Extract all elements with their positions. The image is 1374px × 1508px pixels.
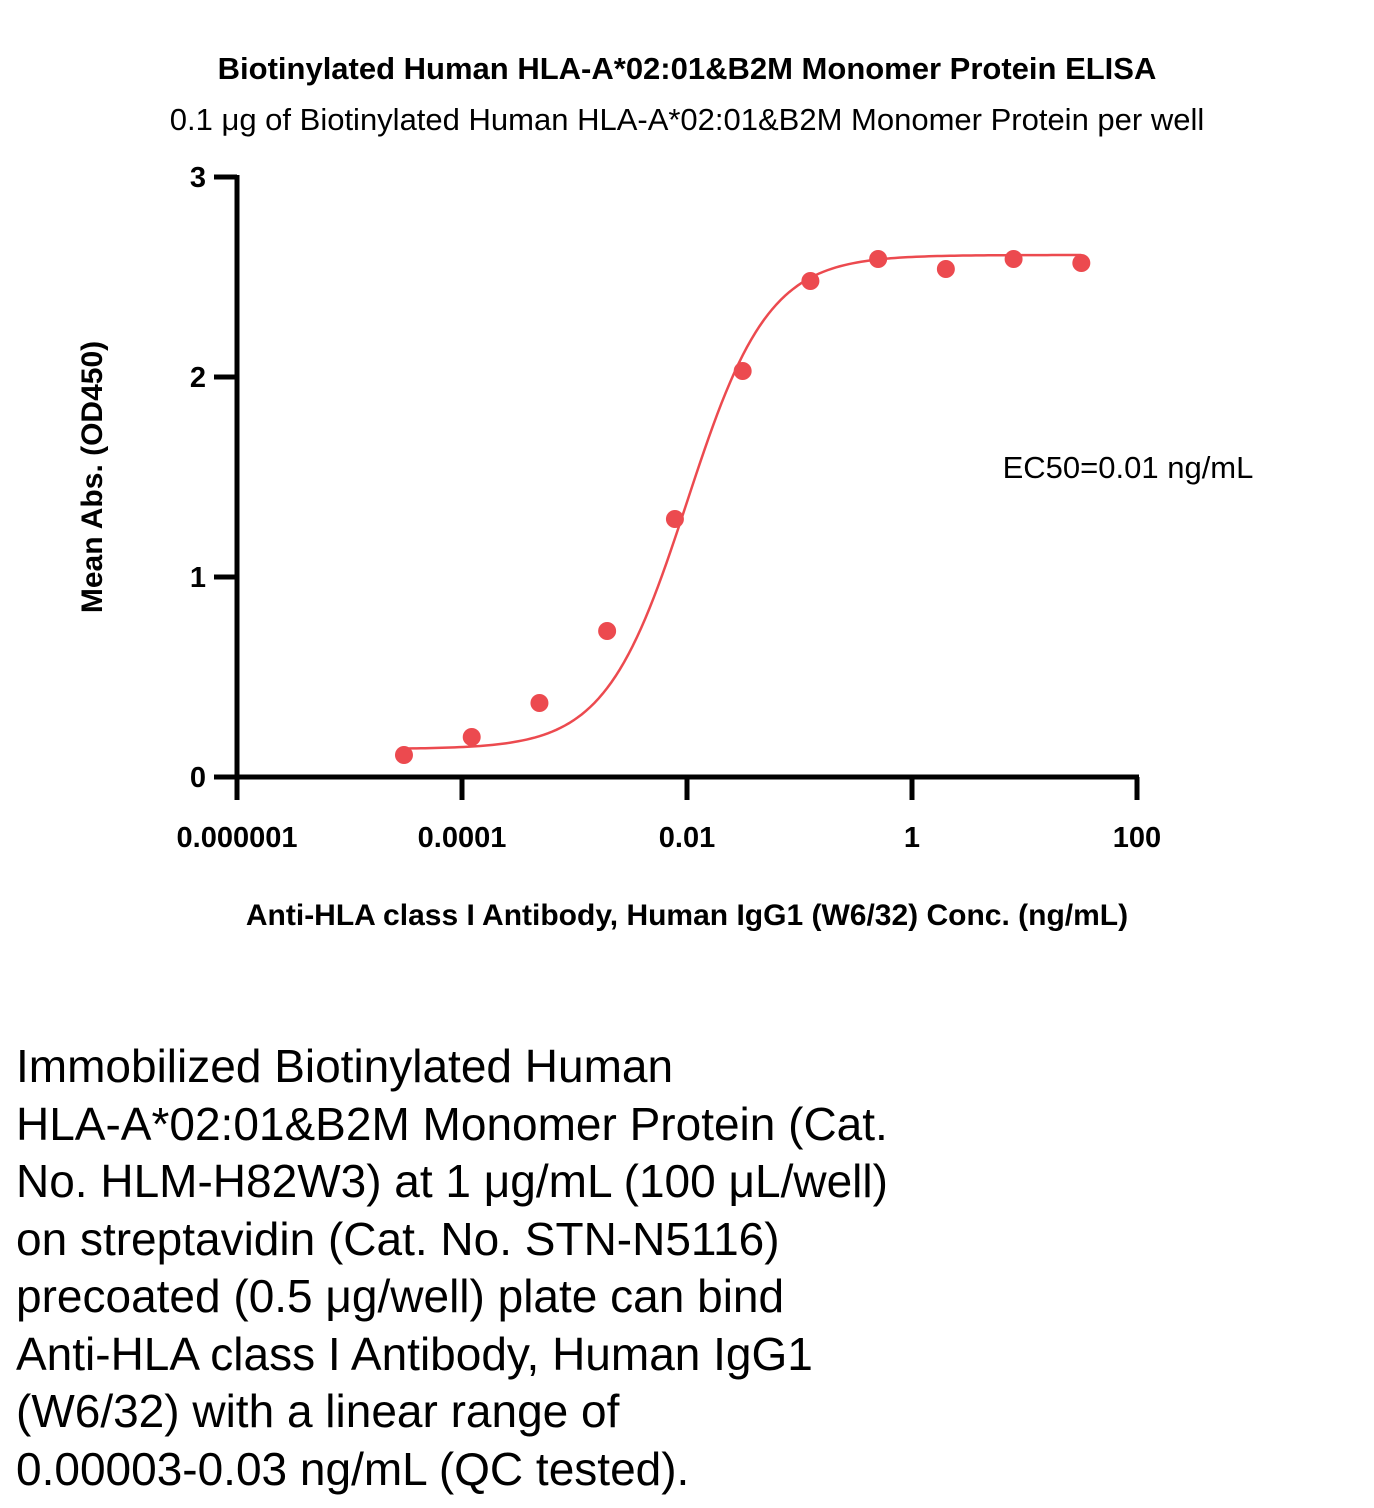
data-point	[936, 260, 955, 278]
data-point	[733, 362, 752, 380]
y-tick-label: 3	[190, 162, 206, 194]
data-point	[598, 622, 617, 640]
data-point	[394, 746, 413, 764]
x-axis: 0.000001 0.0001 0.01 1 100	[177, 774, 1161, 854]
y-axis-label: Mean Abs. (OD450)	[76, 341, 109, 613]
data-point	[869, 250, 888, 268]
fit-curve	[403, 253, 1082, 750]
data-point	[1072, 254, 1091, 272]
y-tick-label: 1	[190, 562, 206, 594]
x-tick-label: 0.01	[659, 822, 715, 854]
x-tick-label: 100	[1113, 822, 1161, 854]
x-axis-label: Anti-HLA class I Antibody, Human IgG1 (W…	[246, 899, 1128, 932]
y-tick-label: 0	[190, 762, 206, 794]
caption-text: Immobilized Biotinylated Human HLA-A*02:…	[16, 1040, 888, 1495]
y-axis: 0 1 2 3	[190, 162, 240, 794]
data-point	[462, 728, 481, 746]
data-point	[665, 510, 684, 528]
x-tick-label: 0.000001	[177, 822, 298, 854]
data-points	[394, 250, 1091, 764]
chart-title: Biotinylated Human HLA-A*02:01&B2M Monom…	[218, 51, 1157, 86]
chart-subtitle: 0.1 μg of Biotinylated Human HLA-A*02:01…	[170, 102, 1205, 137]
ec50-annotation: EC50=0.01 ng/mL	[1003, 450, 1254, 485]
data-point	[1004, 250, 1023, 268]
x-tick-label: 0.0001	[418, 822, 507, 854]
data-point	[530, 694, 549, 712]
y-tick-label: 2	[190, 362, 206, 394]
x-tick-label: 1	[904, 822, 920, 854]
data-point	[801, 272, 820, 290]
elisa-chart: Biotinylated Human HLA-A*02:01&B2M Monom…	[76, 51, 1254, 932]
